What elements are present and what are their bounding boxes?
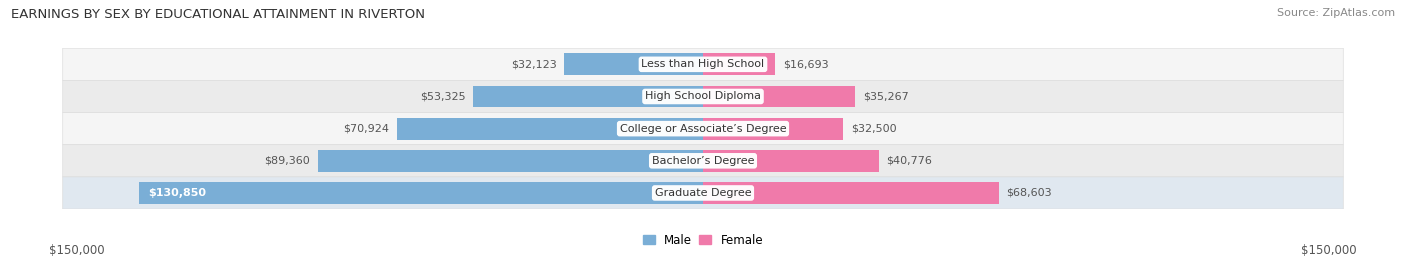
FancyBboxPatch shape (63, 113, 1343, 145)
Bar (564, 53, 703, 75)
Bar (396, 118, 703, 140)
Text: $150,000: $150,000 (1301, 244, 1357, 257)
Bar (139, 182, 703, 204)
Text: $150,000: $150,000 (49, 244, 105, 257)
Text: EARNINGS BY SEX BY EDUCATIONAL ATTAINMENT IN RIVERTON: EARNINGS BY SEX BY EDUCATIONAL ATTAINMEN… (11, 8, 425, 21)
Text: Source: ZipAtlas.com: Source: ZipAtlas.com (1277, 8, 1395, 18)
Text: Less than High School: Less than High School (641, 59, 765, 69)
Text: $70,924: $70,924 (343, 124, 389, 134)
Bar (318, 150, 703, 172)
Bar (472, 85, 703, 107)
Text: $40,776: $40,776 (887, 156, 932, 166)
Bar (703, 53, 775, 75)
Text: High School Diploma: High School Diploma (645, 91, 761, 102)
Text: College or Associate’s Degree: College or Associate’s Degree (620, 124, 786, 134)
Text: $68,603: $68,603 (1007, 188, 1052, 198)
FancyBboxPatch shape (63, 145, 1343, 177)
Bar (703, 182, 998, 204)
Bar (703, 150, 879, 172)
Text: $130,850: $130,850 (149, 188, 207, 198)
Text: $35,267: $35,267 (863, 91, 908, 102)
Text: Bachelor’s Degree: Bachelor’s Degree (652, 156, 754, 166)
FancyBboxPatch shape (63, 48, 1343, 80)
Text: Graduate Degree: Graduate Degree (655, 188, 751, 198)
Bar (703, 85, 855, 107)
Text: $53,325: $53,325 (419, 91, 465, 102)
FancyBboxPatch shape (63, 80, 1343, 113)
FancyBboxPatch shape (63, 177, 1343, 209)
Text: $32,123: $32,123 (510, 59, 557, 69)
Text: $16,693: $16,693 (783, 59, 828, 69)
Text: $32,500: $32,500 (851, 124, 897, 134)
Text: $89,360: $89,360 (264, 156, 309, 166)
Legend: Male, Female: Male, Female (638, 229, 768, 251)
Bar (703, 118, 844, 140)
